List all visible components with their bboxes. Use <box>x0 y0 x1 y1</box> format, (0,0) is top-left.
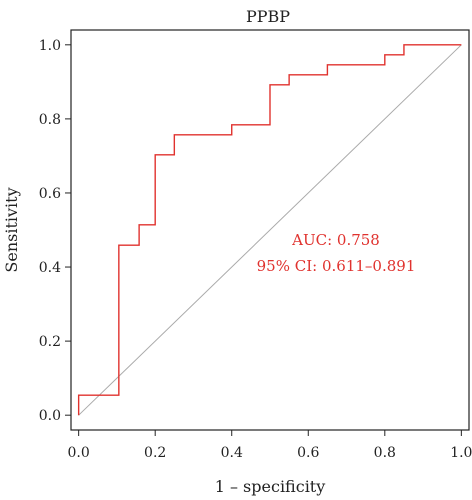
y-tick-label: 1.0 <box>39 38 61 54</box>
ci-annotation: 95% CI: 0.611–0.891 <box>257 257 416 275</box>
x-axis-title: 1 – specificity <box>215 477 326 496</box>
plot-frame <box>70 29 470 431</box>
x-tick-label: 1.0 <box>450 445 472 461</box>
roc-curve-line <box>77 44 462 416</box>
x-tick-label: 0.2 <box>144 445 166 461</box>
auc-annotation: AUC: 0.758 <box>291 231 380 249</box>
x-tick-label: 0.0 <box>68 445 90 461</box>
reference-diagonal-line <box>78 44 462 416</box>
x-tick-label: 0.8 <box>374 445 396 461</box>
y-tick-label: 0.6 <box>39 186 61 202</box>
x-axis: 0.0 0.2 0.4 0.6 0.8 1.0 <box>68 430 472 461</box>
y-axis-title: Sensitivity <box>2 187 21 272</box>
x-tick-label: 0.6 <box>297 445 319 461</box>
y-axis: 0.0 0.2 0.4 0.6 0.8 1.0 <box>39 38 71 424</box>
y-tick-label: 0.2 <box>39 334 61 350</box>
x-tick-label: 0.4 <box>221 445 243 461</box>
chart-title: PPBP <box>246 7 290 26</box>
y-tick-label: 0.8 <box>39 112 61 128</box>
y-tick-label: 0.0 <box>39 408 61 424</box>
y-tick-label: 0.4 <box>39 260 61 276</box>
